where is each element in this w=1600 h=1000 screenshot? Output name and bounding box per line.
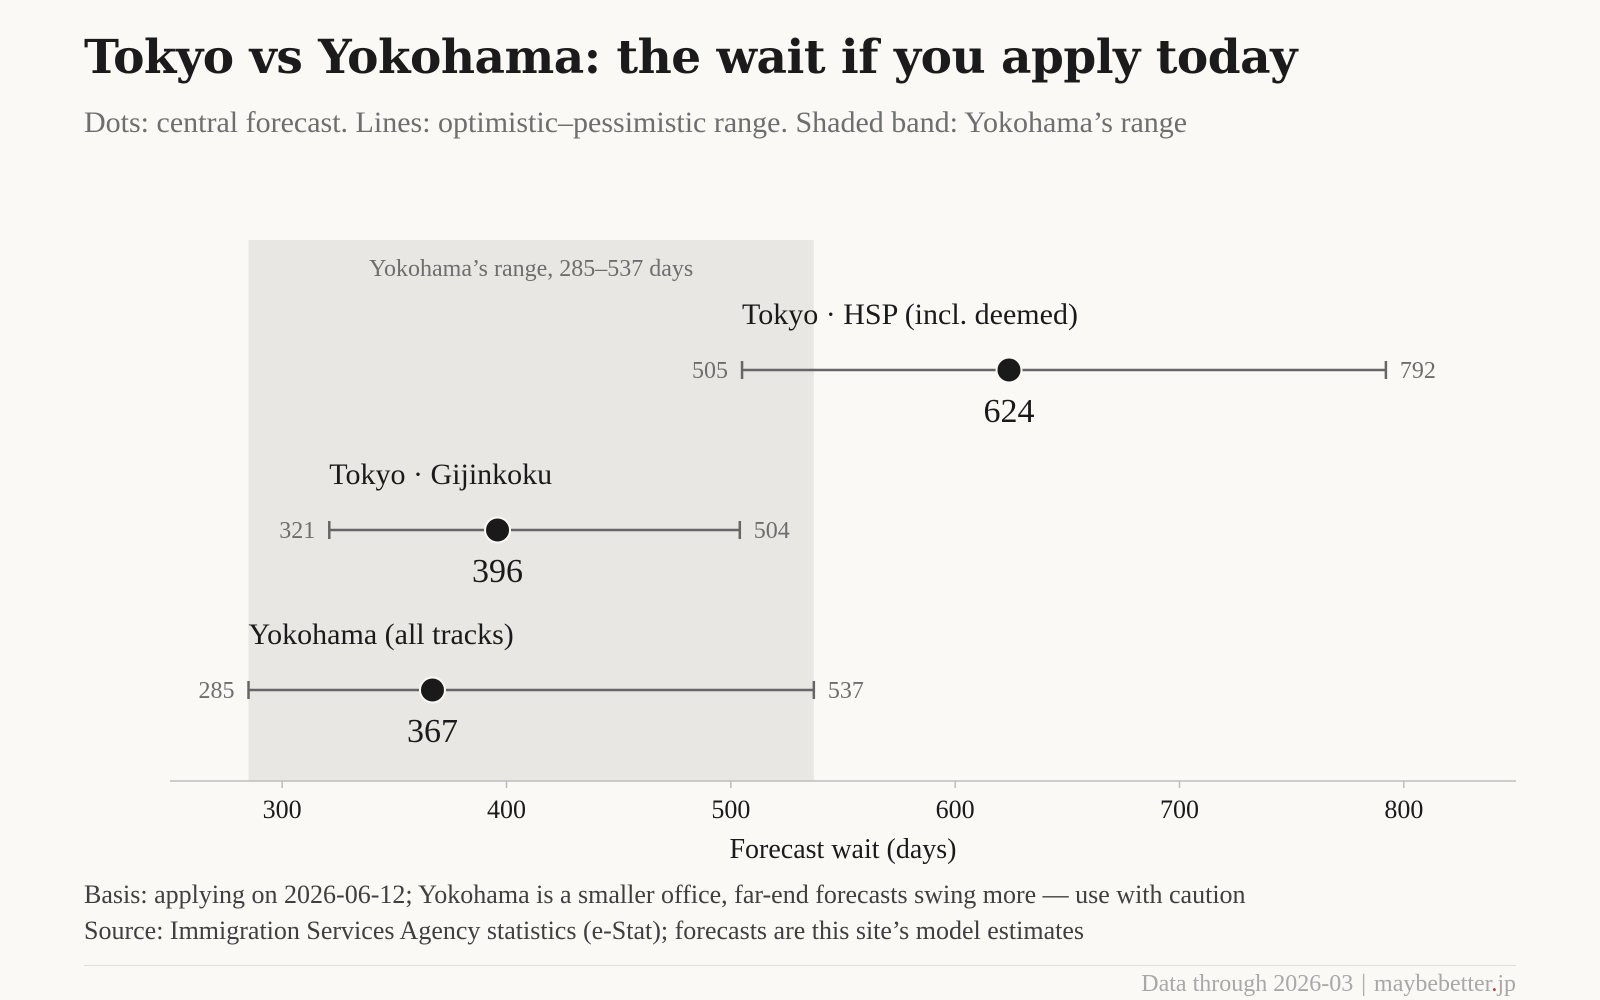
source-note: Source: Immigration Services Agency stat… <box>84 916 1085 945</box>
high-value-label-yokohama-all-tracks: 537 <box>828 678 864 704</box>
central-value-label-tokyo-hsp-incl-deemed: 624 <box>984 393 1035 430</box>
chart-title: Tokyo vs Yokohama: the wait if you apply… <box>84 30 1297 85</box>
low-value-label-tokyo-hsp-incl-deemed: 505 <box>692 358 728 384</box>
central-value-label-tokyo-gijinkoku: 396 <box>472 553 523 590</box>
credit-separator: | <box>1361 971 1367 997</box>
x-tick-label-500: 500 <box>711 795 750 824</box>
high-value-label-tokyo-gijinkoku: 504 <box>754 518 790 544</box>
x-axis-title: Forecast wait (days) <box>729 834 956 865</box>
low-value-label-yokohama-all-tracks: 285 <box>199 678 235 704</box>
series-label-tokyo-hsp-incl-deemed: Tokyo · HSP (incl. deemed) <box>742 298 1078 331</box>
chart-subtitle: Dots: central forecast. Lines: optimisti… <box>84 106 1188 139</box>
series-label-yokohama-all-tracks: Yokohama (all tracks) <box>249 618 514 651</box>
credit-line: Data through 2026-03 | maybebetter.jp <box>1141 971 1516 998</box>
site-dot: . <box>1491 971 1498 997</box>
band-label: Yokohama’s range, 285–537 days <box>369 256 693 282</box>
central-dot-tokyo-hsp-incl-deemed <box>995 356 1023 384</box>
series-label-tokyo-gijinkoku: Tokyo · Gijinkoku <box>329 458 552 491</box>
central-value-label-yokohama-all-tracks: 367 <box>407 713 458 750</box>
x-tick-label-700: 700 <box>1160 795 1199 824</box>
yokohama-range-band <box>248 240 814 781</box>
x-tick-label-600: 600 <box>936 795 975 824</box>
site-tld[interactable]: jp <box>1497 971 1516 997</box>
high-value-label-tokyo-hsp-incl-deemed: 792 <box>1400 358 1436 384</box>
site-name[interactable]: maybebetter <box>1374 971 1492 997</box>
central-dot-yokohama-all-tracks <box>418 676 446 704</box>
footer-divider <box>84 965 1516 966</box>
central-dot-tokyo-gijinkoku <box>484 516 512 544</box>
x-tick-label-300: 300 <box>263 795 302 824</box>
x-tick-label-400: 400 <box>487 795 526 824</box>
low-value-label-tokyo-gijinkoku: 321 <box>279 518 315 544</box>
basis-note: Basis: applying on 2026-06-12; Yokohama … <box>84 880 1246 909</box>
dot-range-chart: Yokohama’s range, 285–537 days Tokyo · HS… <box>170 240 1516 865</box>
x-tick-label-800: 800 <box>1384 795 1423 824</box>
data-through-label: Data through 2026-03 <box>1141 971 1354 997</box>
